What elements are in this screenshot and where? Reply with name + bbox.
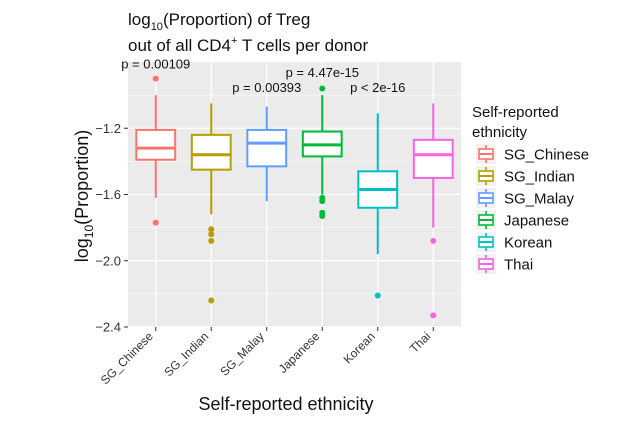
legend-label: SG_Malay bbox=[504, 191, 575, 208]
legend-label: SG_Indian bbox=[504, 169, 575, 186]
outlier-point bbox=[374, 292, 381, 299]
box-SG_Indian bbox=[190, 103, 232, 304]
p-value-label: p < 2e-16 bbox=[350, 80, 405, 95]
legend-label: Japanese bbox=[504, 213, 569, 230]
legend-title-line-2: ethnicity bbox=[472, 124, 528, 141]
box-Thai bbox=[412, 103, 454, 319]
outlier-point bbox=[319, 85, 326, 92]
box-SG_Malay bbox=[246, 106, 288, 202]
y-tick-label: −2.0 bbox=[95, 253, 121, 268]
chart-title-line-2: out of all CD4+ T cells per donor bbox=[128, 35, 368, 55]
y-axis-title: log10(Proportion) bbox=[72, 130, 96, 262]
legend-label: Korean bbox=[504, 235, 552, 252]
x-tick-label: SG_Chinese bbox=[98, 329, 156, 387]
chart-title: log10(Proportion) of Treg out of all CD4… bbox=[128, 10, 368, 55]
p-value-label: p = 4.47e-15 bbox=[286, 65, 359, 80]
outlier-point bbox=[430, 312, 437, 319]
x-tick-label: SG_Indian bbox=[161, 329, 211, 379]
legend-item-SG_Malay: SG_Malay bbox=[476, 188, 575, 208]
box-iqr bbox=[412, 138, 454, 179]
x-tick-label: Korean bbox=[341, 329, 378, 366]
outlier-point bbox=[208, 226, 215, 233]
legend-item-SG_Indian: SG_Indian bbox=[476, 166, 575, 186]
y-axis: −2.4 −2.0 −1.6 −1.2 bbox=[95, 121, 128, 335]
chart-title-line-1: log10(Proportion) of Treg bbox=[128, 10, 310, 33]
x-tick-label: SG_Malay bbox=[217, 329, 267, 379]
box-iqr bbox=[135, 128, 177, 161]
p-value-label: p = 0.00393 bbox=[232, 80, 301, 95]
legend-item-Thai: Thai bbox=[476, 254, 533, 274]
box-iqr bbox=[190, 133, 232, 171]
legend: Self-reported ethnicity SG_Chinese SG_Ind… bbox=[472, 104, 589, 274]
legend-item-Korean: Korean bbox=[476, 232, 552, 252]
outlier-point bbox=[208, 297, 215, 304]
outlier-point bbox=[430, 237, 437, 244]
x-tick-label: Japanese bbox=[276, 329, 323, 376]
legend-label: Thai bbox=[504, 257, 533, 274]
x-axis-title: Self-reported ethnicity bbox=[198, 394, 373, 414]
y-tick-label: −2.4 bbox=[95, 320, 121, 335]
y-tick-label: −1.2 bbox=[95, 121, 121, 136]
p-value-label: p = 0.00109 bbox=[121, 57, 190, 72]
x-tick-label: Thai bbox=[407, 329, 433, 355]
outlier-point bbox=[152, 219, 159, 226]
legend-label: SG_Chinese bbox=[504, 147, 589, 164]
outlier-point bbox=[152, 75, 159, 82]
outlier-point bbox=[319, 213, 326, 220]
outlier-point bbox=[208, 231, 215, 238]
legend-item-SG_Chinese: SG_Chinese bbox=[476, 144, 589, 164]
box-iqr bbox=[246, 128, 288, 168]
box-Korean bbox=[357, 113, 399, 299]
y-tick-label: −1.6 bbox=[95, 187, 121, 202]
box-Japanese bbox=[301, 85, 343, 220]
legend-item-Japanese: Japanese bbox=[476, 210, 569, 230]
box-SG_Chinese bbox=[135, 75, 177, 226]
legend-title-line-1: Self-reported bbox=[472, 104, 559, 121]
outlier-point bbox=[319, 198, 326, 205]
outlier-point bbox=[208, 237, 215, 244]
boxes bbox=[135, 75, 454, 319]
x-axis: SG_Chinese SG_Indian SG_Malay Japanese Korea… bbox=[98, 327, 434, 387]
